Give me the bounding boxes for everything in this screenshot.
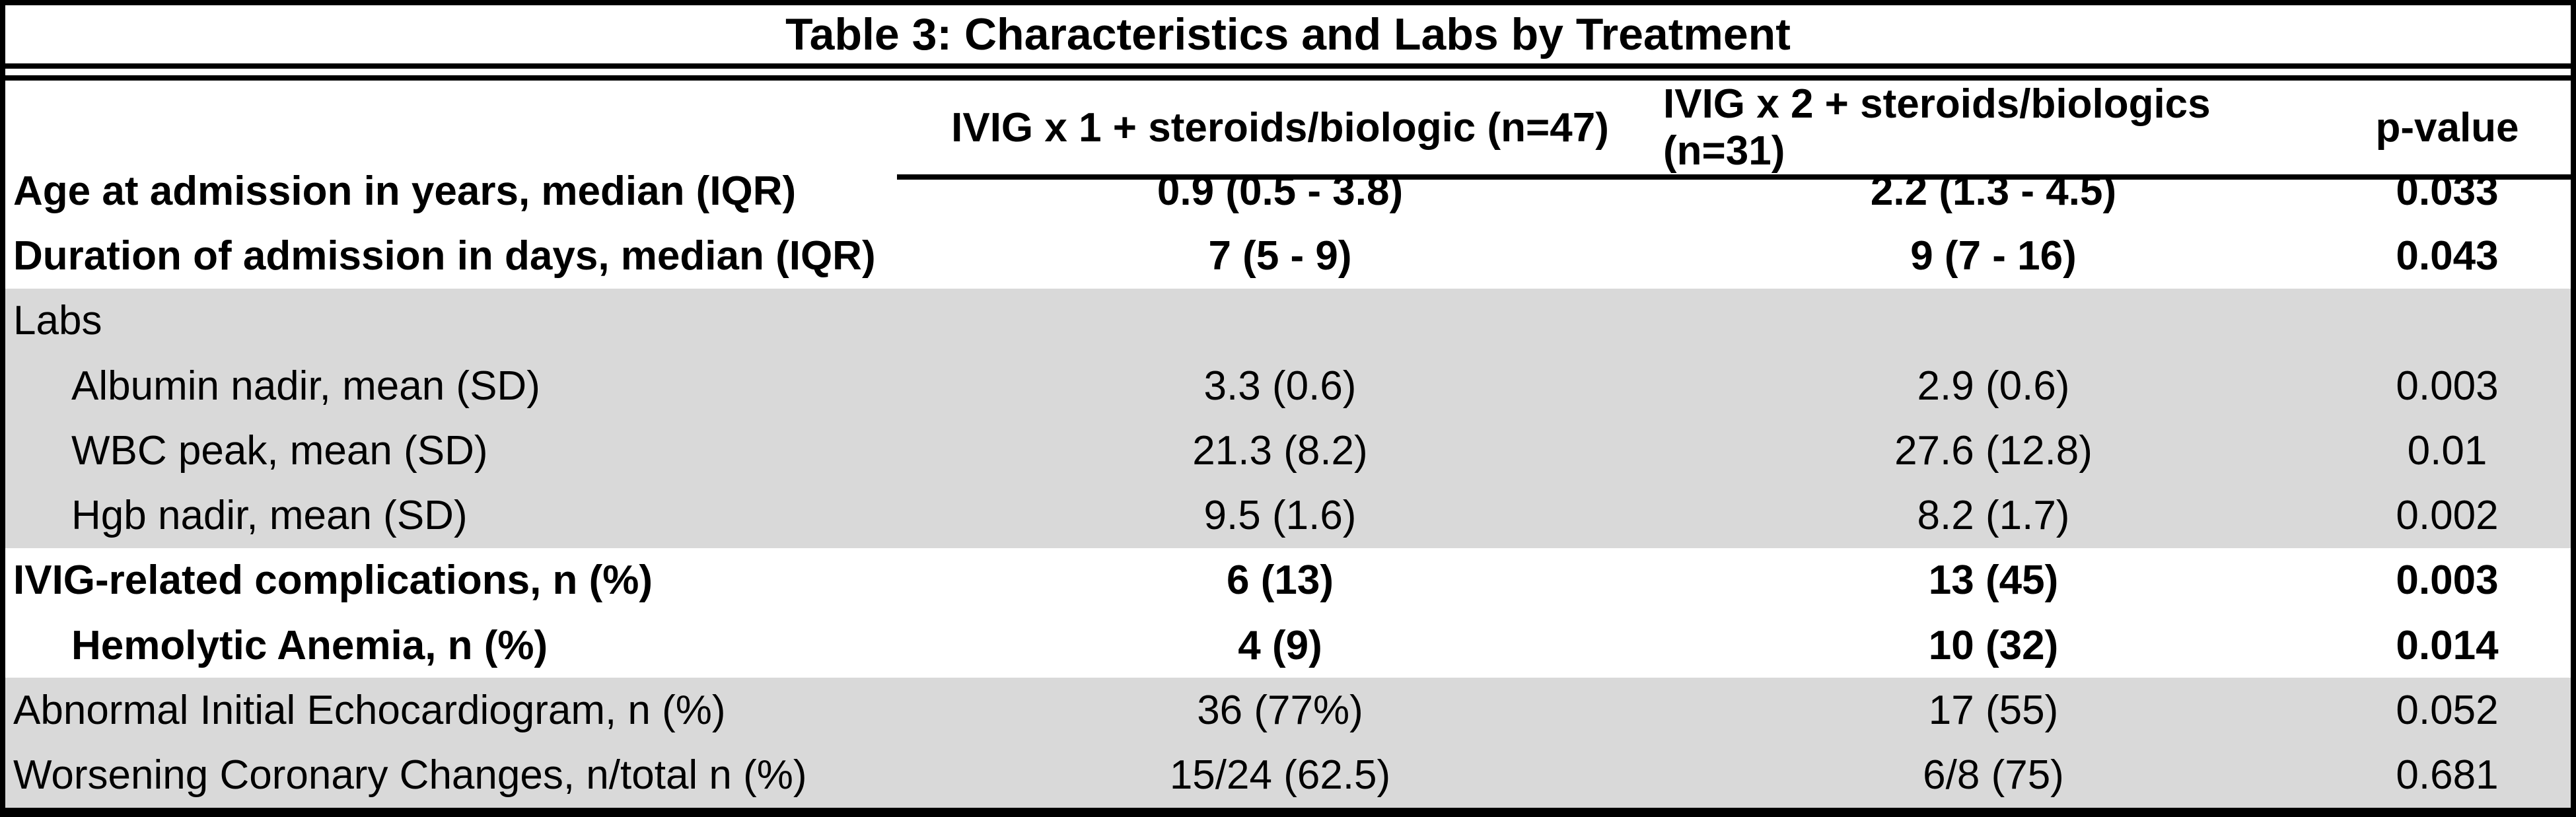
table-row: WBC peak, mean (SD) 21.3 (8.2) 27.6 (12.… bbox=[5, 418, 2571, 483]
header-group1: IVIG x 1 + steroids/biologic (n=47) bbox=[897, 81, 1663, 180]
table-row: Duration of admission in days, median (I… bbox=[5, 223, 2571, 288]
group2-value: 6/8 (75) bbox=[1923, 752, 2064, 799]
group2-value: 10 (32) bbox=[1928, 622, 2059, 668]
group2-value: 13 (45) bbox=[1928, 557, 2059, 604]
group2-value: 2.2 (1.3 - 4.5) bbox=[1870, 168, 2117, 214]
row-label: Hgb nadir, mean (SD) bbox=[71, 493, 468, 539]
table-row: IVIG-related complications, n (%) 6 (13)… bbox=[5, 548, 2571, 613]
group1-value: 3.3 (0.6) bbox=[1203, 363, 1357, 409]
p-value: 0.681 bbox=[2396, 752, 2499, 799]
table-row: Worsening Coronary Changes, n/total n (%… bbox=[5, 742, 2571, 808]
header-group2: IVIG x 2 + steroids/biologics (n=31) bbox=[1663, 81, 2324, 180]
p-value: 0.003 bbox=[2396, 557, 2499, 604]
group1-value: 7 (5 - 9) bbox=[1208, 232, 1352, 279]
row-label: Worsening Coronary Changes, n/total n (%… bbox=[13, 752, 807, 799]
group2-value bbox=[1663, 289, 2324, 353]
group1-value: 21.3 (8.2) bbox=[1192, 427, 1368, 474]
group1-value: 6 (13) bbox=[1227, 557, 1334, 604]
group1-value: 36 (77%) bbox=[1197, 688, 1363, 734]
row-label: Abnormal Initial Echocardiogram, n (%) bbox=[13, 688, 726, 734]
group1-value: 9.5 (1.6) bbox=[1203, 493, 1357, 539]
group2-value: 9 (7 - 16) bbox=[1910, 232, 2077, 279]
p-value bbox=[2324, 289, 2571, 353]
group1-value: 4 (9) bbox=[1238, 622, 1322, 668]
header-p-value: p-value bbox=[2324, 81, 2571, 180]
p-value: 0.033 bbox=[2396, 168, 2499, 214]
table-title: Table 3: Characteristics and Labs by Tre… bbox=[785, 9, 1791, 59]
table-section-row: Labs bbox=[5, 288, 2571, 353]
table-row: Age at admission in years, median (IQR) … bbox=[5, 159, 2571, 223]
table-row: Hemolytic Anemia, n (%) 4 (9) 10 (32) 0.… bbox=[5, 613, 2571, 678]
row-label: WBC peak, mean (SD) bbox=[71, 427, 488, 474]
group1-value bbox=[897, 289, 1663, 353]
group2-value: 8.2 (1.7) bbox=[1917, 493, 2070, 539]
row-label: Albumin nadir, mean (SD) bbox=[71, 363, 540, 409]
title-divider-double-rule bbox=[5, 63, 2571, 81]
group2-value: 27.6 (12.8) bbox=[1894, 427, 2093, 474]
section-label: Labs bbox=[13, 298, 102, 344]
p-value: 0.014 bbox=[2396, 622, 2499, 668]
header-row: IVIG x 1 + steroids/biologic (n=47) IVIG… bbox=[5, 81, 2571, 180]
row-label: IVIG-related complications, n (%) bbox=[13, 557, 653, 604]
row-label: Duration of admission in days, median (I… bbox=[13, 232, 876, 279]
row-label: Hemolytic Anemia, n (%) bbox=[71, 622, 548, 668]
p-value: 0.01 bbox=[2407, 427, 2487, 474]
p-value: 0.003 bbox=[2396, 363, 2499, 409]
row-label: Age at admission in years, median (IQR) bbox=[13, 168, 797, 214]
table-row: Abnormal Initial Echocardiogram, n (%) 3… bbox=[5, 678, 2571, 743]
p-value: 0.043 bbox=[2396, 232, 2499, 279]
group1-value: 15/24 (62.5) bbox=[1169, 752, 1391, 799]
group1-value: 0.9 (0.5 - 3.8) bbox=[1157, 168, 1404, 214]
p-value: 0.002 bbox=[2396, 493, 2499, 539]
p-value: 0.052 bbox=[2396, 688, 2499, 734]
group2-value: 17 (55) bbox=[1928, 688, 2059, 734]
group2-value: 2.9 (0.6) bbox=[1917, 363, 2070, 409]
table-row: Albumin nadir, mean (SD) 3.3 (0.6) 2.9 (… bbox=[5, 353, 2571, 419]
table-row: Hgb nadir, mean (SD) 9.5 (1.6) 8.2 (1.7)… bbox=[5, 483, 2571, 548]
